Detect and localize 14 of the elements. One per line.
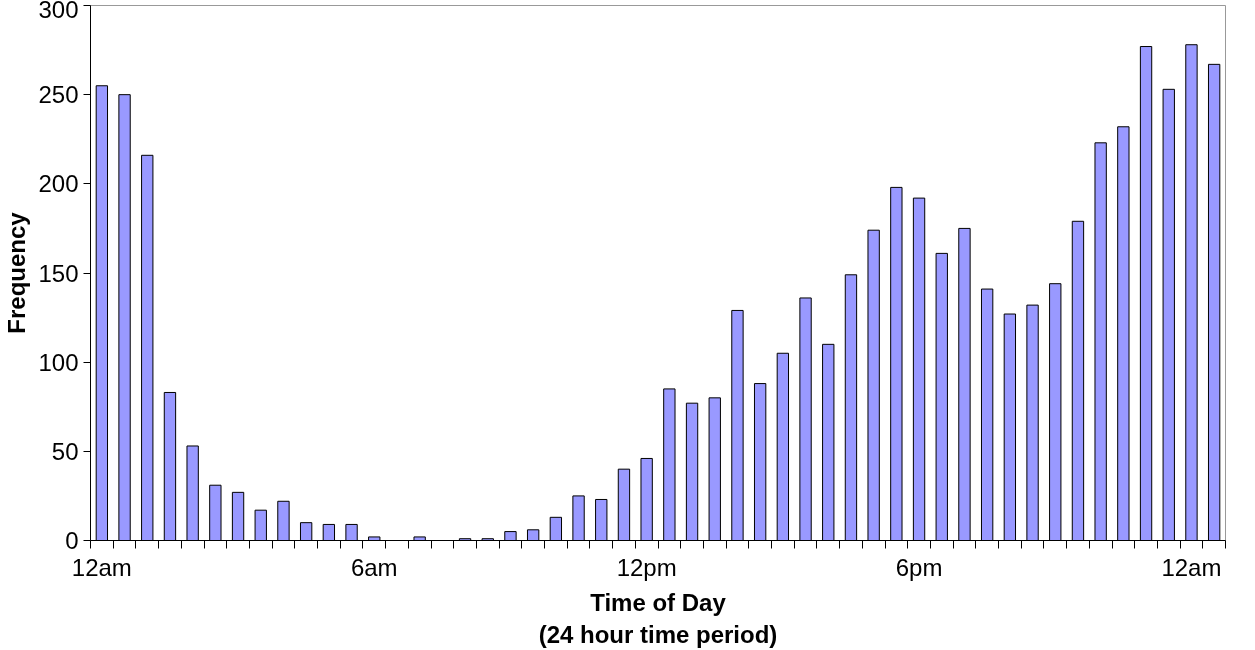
y-tick-label: 200 (38, 170, 79, 198)
x-tick-label: 12am (1161, 553, 1222, 581)
y-tick-label: 50 (51, 437, 79, 465)
y-tick-label: 150 (38, 259, 79, 287)
y-tick-label: 100 (38, 348, 79, 376)
y-tick-label: 300 (38, 0, 79, 23)
x-tick-label: 12am (71, 553, 132, 581)
y-tick-label: 250 (38, 81, 79, 109)
y-tick-label: 0 (65, 527, 79, 554)
x-tick-label: 6am (350, 553, 398, 581)
x-tick-label: 12pm (616, 553, 677, 581)
x-axis-title: Time of Day (24 hour time period) (538, 588, 778, 648)
y-axis-title: Frequency (3, 211, 31, 334)
x-tick-label: 6pm (895, 553, 943, 581)
